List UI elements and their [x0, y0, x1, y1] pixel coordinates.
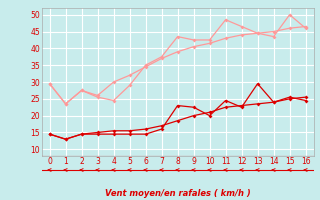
Text: Vent moyen/en rafales ( km/h ): Vent moyen/en rafales ( km/h )	[105, 189, 251, 198]
